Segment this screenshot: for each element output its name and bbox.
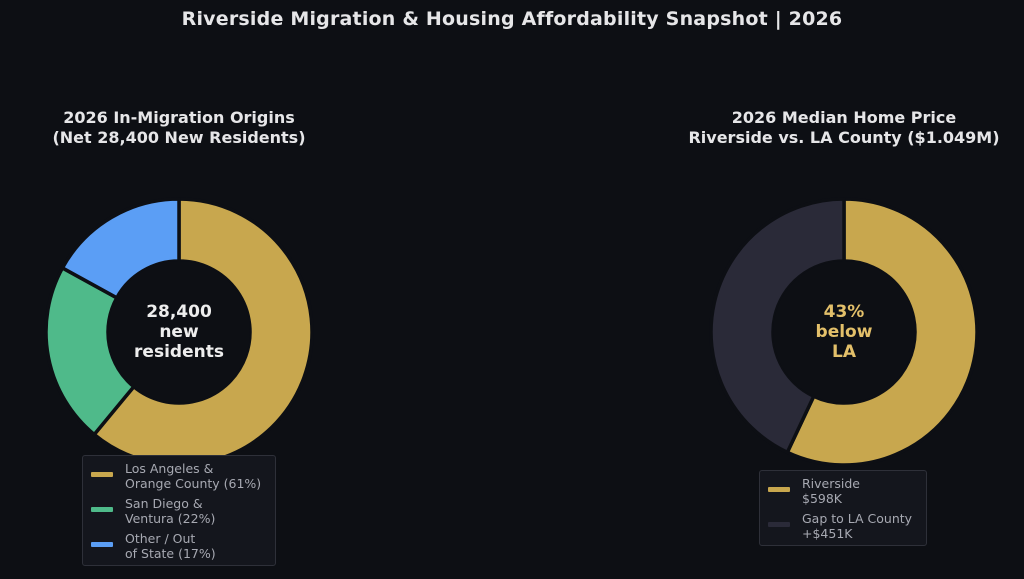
migration-donut-chart bbox=[44, 197, 314, 467]
legend-item-san-diego-ventura: San Diego & Ventura (22%) bbox=[89, 496, 269, 526]
home-price-title-line-2: Riverside vs. LA County ($1.049M) bbox=[688, 128, 1000, 147]
legend-item-la-orange: Los Angeles & Orange County (61%) bbox=[89, 461, 269, 491]
migration-center-label: 28,400 new residents bbox=[119, 302, 239, 362]
home-price-title-line-1: 2026 Median Home Price bbox=[731, 108, 957, 127]
migration-center-line-1: 28,400 bbox=[146, 302, 212, 322]
legend-swatch-gap-to-la bbox=[768, 522, 790, 527]
legend-label-out-of-state: Other / Out of State (17%) bbox=[125, 531, 216, 561]
legend-item-gap-to-la: Gap to LA County +$451K bbox=[766, 511, 920, 541]
legend-swatch-la-orange bbox=[91, 472, 113, 477]
home-price-donut-chart bbox=[709, 197, 979, 467]
legend-label-la-orange: Los Angeles & Orange County (61%) bbox=[125, 461, 262, 491]
legend-swatch-riverside bbox=[768, 487, 790, 492]
legend-label-riverside: Riverside $598K bbox=[802, 476, 860, 506]
migration-center-line-2: new bbox=[159, 322, 199, 342]
home-price-center-line-2: below bbox=[815, 322, 873, 342]
home-price-chart-title: 2026 Median Home Price Riverside vs. LA … bbox=[664, 108, 1024, 148]
legend-item-riverside: Riverside $598K bbox=[766, 476, 920, 506]
migration-title-line-1: 2026 In-Migration Origins bbox=[63, 108, 295, 127]
donut-hole bbox=[108, 261, 250, 403]
migration-title-line-2: (Net 28,400 New Residents) bbox=[52, 128, 306, 147]
migration-chart-title: 2026 In-Migration Origins (Net 28,400 Ne… bbox=[0, 108, 359, 148]
legend-swatch-out-of-state bbox=[91, 542, 113, 547]
home-price-center-line-3: LA bbox=[832, 342, 856, 362]
migration-legend: Los Angeles & Orange County (61%) San Di… bbox=[82, 455, 276, 566]
legend-label-san-diego-ventura: San Diego & Ventura (22%) bbox=[125, 496, 216, 526]
legend-label-gap-to-la: Gap to LA County +$451K bbox=[802, 511, 913, 541]
home-price-center-line-1: 43% bbox=[823, 302, 865, 322]
migration-center-line-3: residents bbox=[134, 342, 224, 362]
legend-item-out-of-state: Other / Out of State (17%) bbox=[89, 531, 269, 561]
home-price-legend: Riverside $598K Gap to LA County +$451K bbox=[759, 470, 927, 546]
donut-hole bbox=[773, 261, 915, 403]
main-title: Riverside Migration & Housing Affordabil… bbox=[181, 8, 843, 30]
home-price-center-label: 43% below LA bbox=[784, 302, 904, 362]
legend-swatch-san-diego-ventura bbox=[91, 507, 113, 512]
